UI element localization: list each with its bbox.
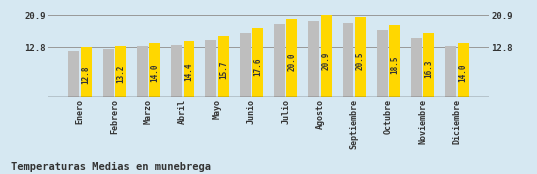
Bar <box>137 46 148 97</box>
Bar <box>411 38 422 97</box>
Text: 14.0: 14.0 <box>459 64 468 82</box>
Bar <box>68 51 79 97</box>
Bar <box>355 17 366 97</box>
Text: 14.4: 14.4 <box>185 63 193 81</box>
Bar <box>184 41 194 97</box>
Text: 16.3: 16.3 <box>424 59 433 78</box>
Bar <box>377 30 388 97</box>
Bar <box>171 45 182 97</box>
Text: 20.0: 20.0 <box>287 53 296 71</box>
Bar <box>423 33 434 97</box>
Text: 20.5: 20.5 <box>356 52 365 70</box>
Bar <box>308 21 319 97</box>
Bar <box>240 33 251 97</box>
Bar <box>252 28 263 97</box>
Text: 18.5: 18.5 <box>390 56 399 74</box>
Bar <box>274 25 285 97</box>
Text: 20.9: 20.9 <box>322 51 331 70</box>
Text: 12.8: 12.8 <box>82 66 91 84</box>
Bar <box>206 40 216 97</box>
Bar <box>343 23 353 97</box>
Text: 15.7: 15.7 <box>219 61 228 79</box>
Bar <box>81 47 92 97</box>
Text: 13.2: 13.2 <box>116 65 125 83</box>
Bar <box>458 42 469 97</box>
Bar <box>321 15 331 97</box>
Text: 17.6: 17.6 <box>253 57 262 76</box>
Text: 14.0: 14.0 <box>150 64 159 82</box>
Bar <box>218 36 229 97</box>
Bar <box>103 49 114 97</box>
Bar <box>115 46 126 97</box>
Bar <box>286 19 297 97</box>
Bar <box>445 46 456 97</box>
Text: Temperaturas Medias en munebrega: Temperaturas Medias en munebrega <box>11 162 211 172</box>
Bar <box>389 25 400 97</box>
Bar <box>149 42 160 97</box>
